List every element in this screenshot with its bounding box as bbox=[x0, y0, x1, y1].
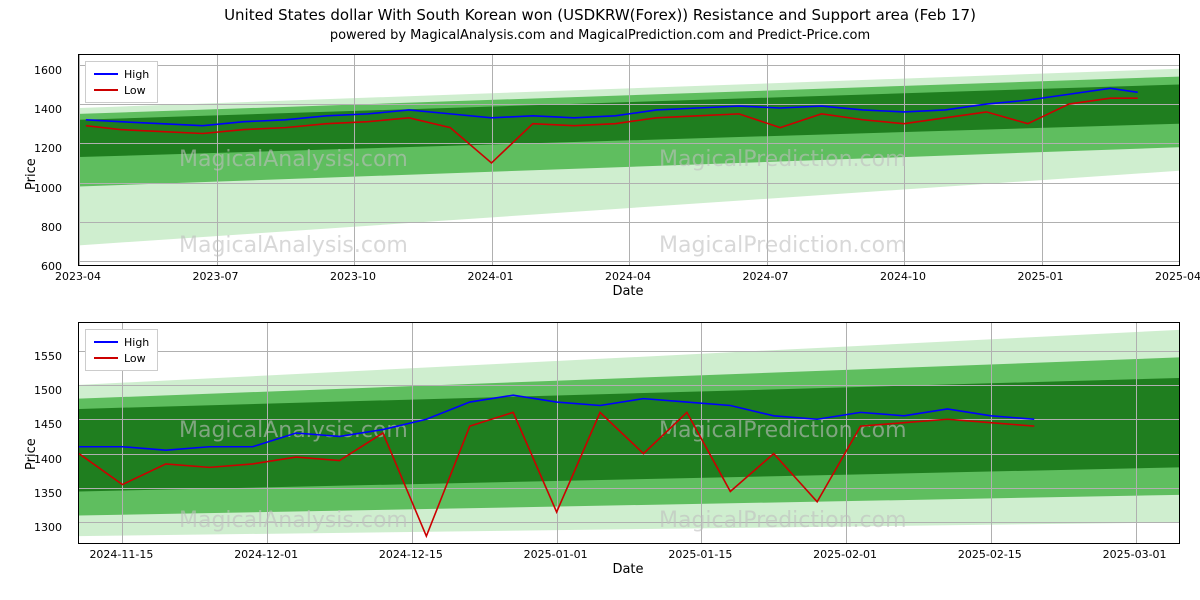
chart1-plot-area: MagicalAnalysis.com MagicalPrediction.co… bbox=[78, 54, 1180, 266]
xtick-label: 2023-10 bbox=[330, 270, 376, 283]
legend-row-low: Low bbox=[94, 82, 149, 98]
gridline-v bbox=[1179, 55, 1180, 265]
xtick-label: 2024-04 bbox=[605, 270, 651, 283]
chart2-plot-area: MagicalAnalysis.com MagicalPrediction.co… bbox=[78, 322, 1180, 544]
watermark-text: MagicalAnalysis.com bbox=[179, 233, 408, 258]
gridline-v bbox=[1136, 323, 1137, 543]
page: { "title": "United States dollar With So… bbox=[0, 0, 1200, 600]
xtick-label: 2023-04 bbox=[55, 270, 101, 283]
watermark-text: MagicalPrediction.com bbox=[659, 233, 907, 258]
gridline-v bbox=[629, 55, 630, 265]
gridline-v bbox=[267, 323, 268, 543]
chart2-xlabel: Date bbox=[78, 562, 1178, 577]
legend-label-high: High bbox=[124, 68, 149, 81]
gridline-v bbox=[557, 323, 558, 543]
xtick-label: 2024-10 bbox=[880, 270, 926, 283]
gridline-h bbox=[79, 454, 1179, 455]
legend-swatch-low bbox=[94, 357, 118, 359]
xtick-label: 2025-02-15 bbox=[958, 548, 1022, 561]
legend-swatch-high bbox=[94, 73, 118, 75]
watermark-text: MagicalPrediction.com bbox=[659, 508, 907, 533]
legend-swatch-low bbox=[94, 89, 118, 91]
chart1-xlabel: Date bbox=[78, 284, 1178, 299]
xtick-label: 2024-07 bbox=[743, 270, 789, 283]
xtick-label: 2025-02-01 bbox=[813, 548, 877, 561]
legend-row-high: High bbox=[94, 66, 149, 82]
chart1-legend: High Low bbox=[85, 61, 158, 103]
watermark-text: MagicalPrediction.com bbox=[659, 147, 907, 172]
legend-row-high: High bbox=[94, 334, 149, 350]
gridline-h bbox=[79, 522, 1179, 523]
xtick-label: 2024-12-01 bbox=[234, 548, 298, 561]
support-resistance-band bbox=[79, 357, 1179, 515]
support-resistance-band bbox=[79, 378, 1179, 491]
series-low bbox=[86, 98, 1138, 163]
xtick-label: 2025-01-01 bbox=[524, 548, 588, 561]
legend-label-low: Low bbox=[124, 84, 146, 97]
gridline-v bbox=[79, 55, 80, 265]
gridline-v bbox=[412, 323, 413, 543]
legend-swatch-high bbox=[94, 341, 118, 343]
xtick-label: 2025-01-15 bbox=[668, 548, 732, 561]
gridline-v bbox=[767, 55, 768, 265]
support-resistance-band bbox=[79, 330, 1179, 536]
gridline-h bbox=[79, 419, 1179, 420]
chart2-legend: High Low bbox=[85, 329, 158, 371]
chart2-bands bbox=[79, 323, 1179, 543]
gridline-h bbox=[79, 488, 1179, 489]
gridline-v bbox=[701, 323, 702, 543]
series-high bbox=[86, 88, 1138, 125]
watermark-text: MagicalAnalysis.com bbox=[179, 418, 408, 443]
gridline-v bbox=[991, 323, 992, 543]
gridline-v bbox=[904, 55, 905, 265]
watermark-text: MagicalPrediction.com bbox=[659, 418, 907, 443]
xtick-label: 2025-03-01 bbox=[1103, 548, 1167, 561]
xtick-label: 2023-07 bbox=[193, 270, 239, 283]
gridline-h bbox=[79, 351, 1179, 352]
watermark-text: MagicalAnalysis.com bbox=[179, 147, 408, 172]
page-title: United States dollar With South Korean w… bbox=[0, 6, 1200, 24]
xtick-label: 2025-04 bbox=[1155, 270, 1200, 283]
gridline-h bbox=[79, 385, 1179, 386]
page-subtitle: powered by MagicalAnalysis.com and Magic… bbox=[0, 28, 1200, 43]
xtick-label: 2024-11-15 bbox=[89, 548, 153, 561]
watermark-text: MagicalAnalysis.com bbox=[179, 508, 408, 533]
gridline-v bbox=[846, 323, 847, 543]
xtick-label: 2024-01 bbox=[468, 270, 514, 283]
gridline-v bbox=[492, 55, 493, 265]
gridline-v bbox=[217, 55, 218, 265]
legend-label-low: Low bbox=[124, 352, 146, 365]
legend-label-high: High bbox=[124, 336, 149, 349]
gridline-v bbox=[1042, 55, 1043, 265]
gridline-v bbox=[354, 55, 355, 265]
xtick-label: 2024-12-15 bbox=[379, 548, 443, 561]
legend-row-low: Low bbox=[94, 350, 149, 366]
chart2-lines bbox=[79, 323, 1179, 543]
xtick-label: 2025-01 bbox=[1018, 270, 1064, 283]
